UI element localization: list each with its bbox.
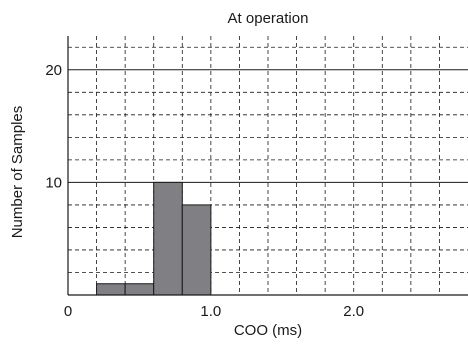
x-tick-label: 2.0 — [343, 303, 364, 320]
x-tick-label: 0 — [64, 303, 72, 320]
histogram-bars — [96, 181, 212, 296]
histogram-bar — [96, 283, 126, 296]
axes — [67, 36, 468, 296]
x-axis-label: COO (ms) — [234, 322, 302, 339]
chart-title: At operation — [228, 10, 309, 27]
tick-labels: 0 1.0 2.0 10 20 — [45, 62, 364, 320]
grid-lines — [68, 36, 468, 295]
y-tick-label: 10 — [45, 174, 62, 191]
y-tick-label: 20 — [45, 62, 62, 79]
x-tick-label: 1.0 — [200, 303, 221, 320]
histogram-bar — [153, 181, 183, 296]
histogram-bar — [124, 283, 155, 296]
histogram-bar — [181, 204, 212, 296]
y-axis-label: Number of Samples — [9, 106, 26, 239]
